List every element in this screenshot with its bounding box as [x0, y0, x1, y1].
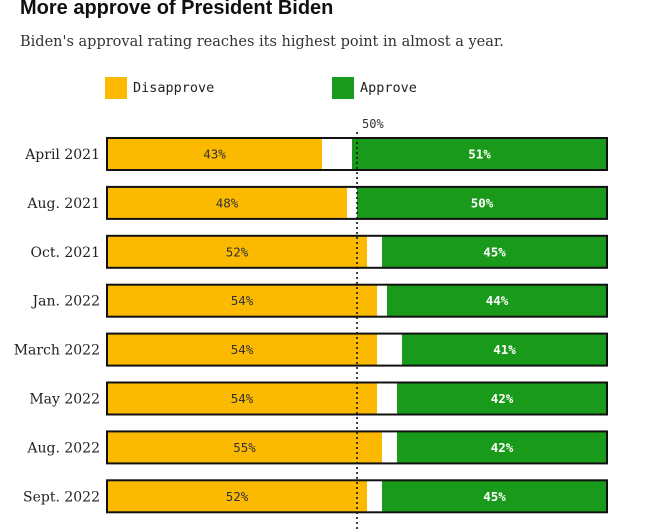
chart-title: More approve of President Biden: [20, 0, 334, 19]
data-label-approve: 50%: [471, 195, 494, 210]
row-label: Oct. 2021: [31, 245, 100, 261]
row-label: May 2022: [29, 392, 100, 408]
bar-row: April 2021 43% 51%: [24, 137, 608, 171]
bar-outline: [106, 283, 608, 318]
data-label-disapprove: 55%: [233, 440, 256, 455]
data-label-disapprove: 54%: [231, 391, 254, 406]
bar-approve: [387, 284, 607, 317]
chart-subtitle: Biden's approval rating reaches its high…: [20, 34, 504, 50]
data-label-disapprove: 43%: [203, 147, 226, 162]
data-label-disapprove: 52%: [226, 244, 249, 259]
data-label-approve: 45%: [483, 244, 506, 259]
data-label-disapprove: 54%: [231, 342, 254, 357]
bar-disapprove: [107, 382, 377, 415]
bar-row: March 2022 54% 41%: [14, 332, 608, 367]
bar-row: May 2022 54% 42%: [29, 381, 608, 416]
reference-line-label: 50%: [362, 117, 384, 131]
data-label-approve: 42%: [491, 440, 514, 455]
bar-row: Sept. 2022 52% 45%: [23, 479, 608, 514]
bar-disapprove: [107, 186, 347, 219]
bar-row: Aug. 2022 55% 42%: [26, 430, 608, 465]
bar-approve: [357, 186, 607, 219]
bar-row: Jan. 2022 54% 44%: [30, 283, 608, 318]
bar-approve: [382, 235, 607, 268]
legend-item-disapprove: Disapprove: [105, 77, 214, 99]
bar-disapprove: [107, 284, 377, 317]
data-label-approve: 42%: [491, 391, 514, 406]
bar-approve: [352, 138, 607, 170]
data-label-approve: 51%: [468, 147, 491, 162]
row-label: Aug. 2021: [26, 196, 100, 212]
bar-disapprove: [107, 431, 382, 464]
row-label: March 2022: [14, 343, 100, 359]
bar-row: Aug. 2021 48% 50%: [26, 185, 608, 220]
legend-swatch-disapprove: [105, 77, 127, 99]
bar-row: Oct. 2021 52% 45%: [31, 234, 608, 269]
data-label-disapprove: 48%: [216, 195, 239, 210]
bar-disapprove: [107, 333, 377, 366]
legend-item-approve: Approve: [332, 77, 417, 99]
bar-disapprove: [107, 480, 367, 513]
bar-approve: [397, 382, 607, 415]
bar-approve: [397, 431, 607, 464]
legend-label-disapprove: Disapprove: [133, 80, 215, 96]
data-label-approve: 45%: [483, 489, 506, 504]
data-label-approve: 44%: [486, 293, 509, 308]
data-label-disapprove: 54%: [231, 293, 254, 308]
bar-disapprove: [107, 235, 367, 268]
data-label-disapprove: 52%: [226, 489, 249, 504]
legend-label-approve: Approve: [360, 80, 417, 96]
bar-approve: [382, 480, 607, 513]
data-label-approve: 41%: [493, 342, 516, 357]
bar-approve: [402, 333, 607, 366]
row-label: Sept. 2022: [23, 489, 100, 505]
row-label: April 2021: [24, 147, 100, 163]
row-label: Aug. 2022: [26, 440, 100, 456]
row-label: Jan. 2022: [30, 294, 100, 310]
bar-disapprove: [107, 138, 322, 170]
legend-swatch-approve: [332, 77, 354, 99]
